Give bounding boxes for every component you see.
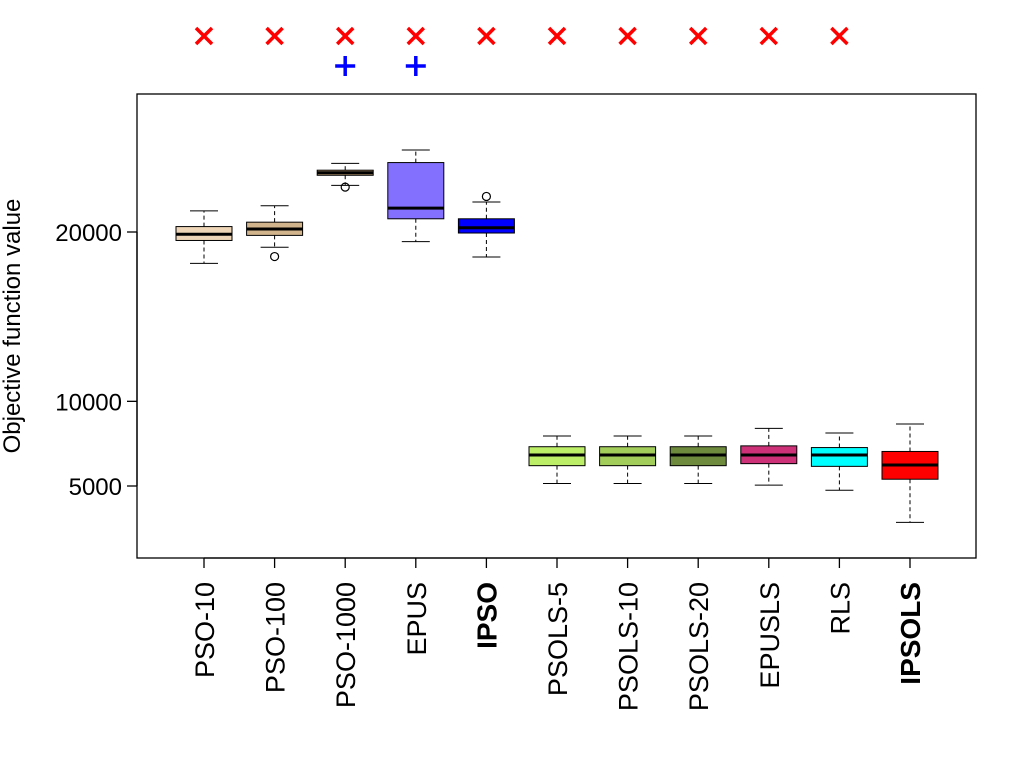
y-axis-label: Objective function value [0,199,26,454]
box-pso-10 [175,210,233,264]
box-rls [810,432,868,491]
box-psols-10 [599,435,657,484]
iqr-box [387,162,445,220]
x-marker-stroke [830,26,849,46]
box-psols-5 [528,435,586,484]
x-marker [194,26,214,46]
x-marker-stroke [547,26,567,46]
x-marker-stroke [194,26,214,46]
x-marker [830,26,849,46]
y-tick-label: 10000 [55,389,122,416]
x-tick-label: PSOLS-10 [614,582,644,711]
x-marker-stroke [688,26,708,46]
x-marker [406,26,426,46]
x-axis: PSO-10 PSO-100 PSO-1000 EPUS IPSO PSOLS-5 PSOL… [190,557,926,711]
outlier-point [270,251,280,262]
x-marker-stroke [759,26,779,46]
x-marker-stroke [335,26,355,46]
x-tick-label: PSOLS-20 [684,582,714,711]
box-pso-100 [246,205,304,262]
box-pso-1000 [316,162,374,192]
x-tick-label: IPSO [471,582,502,649]
plus-marker [405,56,426,76]
significance-markers [194,26,849,76]
iqr-box [457,218,515,234]
outlier-point [481,191,491,202]
x-marker [265,26,284,46]
outlier-point [340,182,350,192]
x-marker-stroke [265,26,284,46]
x-marker [335,26,355,46]
box-ipsols [881,423,939,523]
box-epus [387,149,445,243]
x-marker [618,26,637,46]
boxes-layer [175,149,939,523]
box-epusls [740,427,798,486]
x-tick-label: PSOLS-5 [543,582,573,696]
y-axis: 5000 10000 20000 [55,220,138,501]
x-marker-stroke [618,26,637,46]
x-marker [547,26,567,46]
y-tick-label: 20000 [55,220,122,247]
plot-frame [136,93,977,559]
x-tick-label: RLS [825,582,855,635]
x-tick-label: EPUS [402,582,432,656]
plus-marker [335,56,356,76]
x-marker [759,26,779,46]
x-marker-stroke [406,26,426,46]
x-tick-label: PSO-1000 [331,582,361,708]
x-tick-label: EPUSLS [755,582,785,689]
x-marker [477,26,496,46]
x-marker [688,26,708,46]
box-psols-20 [669,435,727,484]
box-ipso [457,191,515,258]
x-tick-label: PSO-100 [261,582,291,693]
y-tick-label: 5000 [69,474,122,501]
iqr-box [810,447,868,467]
x-tick-label: IPSOLS [895,582,926,685]
x-marker-stroke [477,26,496,46]
x-tick-label: PSO-10 [190,582,220,678]
